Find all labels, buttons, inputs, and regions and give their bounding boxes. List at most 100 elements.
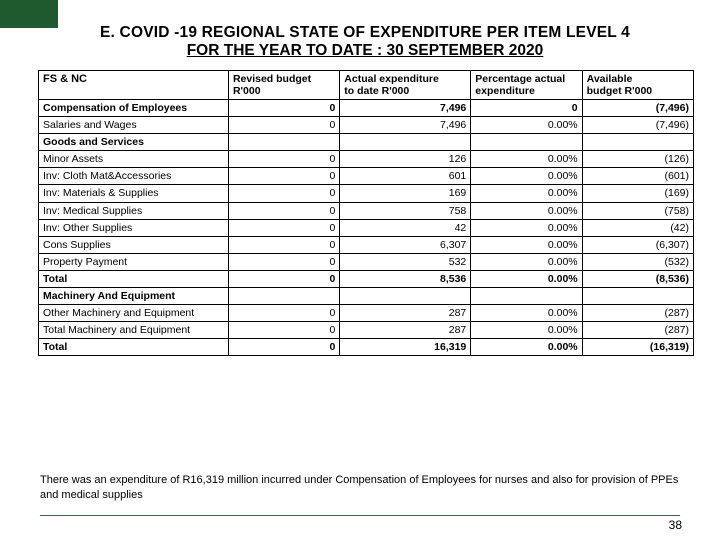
table-cell: Machinery And Equipment [39, 287, 229, 304]
table-row: Total016,3190.00%(16,319) [39, 339, 694, 356]
table-cell: (7,496) [582, 117, 693, 134]
table-body: Compensation of Employees07,4960(7,496)S… [39, 100, 694, 356]
page-number: 38 [669, 518, 682, 532]
table-cell: (758) [582, 202, 693, 219]
table-row: Property Payment05320.00%(532) [39, 253, 694, 270]
table-cell: 0 [228, 253, 339, 270]
table-cell: 0.00% [471, 339, 582, 356]
table-cell: 0.00% [471, 151, 582, 168]
table-cell [340, 134, 471, 151]
col-header-available-budget: Available budget R'000 [582, 71, 693, 100]
title-line-2: FOR THE YEAR TO DATE : 30 SEPTEMBER 2020 [30, 42, 700, 60]
table-cell: 0 [228, 339, 339, 356]
table-cell: 0 [228, 304, 339, 321]
table-cell: Minor Assets [39, 151, 229, 168]
table-cell: 169 [340, 185, 471, 202]
table-cell: 8,536 [340, 270, 471, 287]
table-cell: 0 [228, 202, 339, 219]
table-cell: (6,307) [582, 236, 693, 253]
table-row: Salaries and Wages07,4960.00%(7,496) [39, 117, 694, 134]
table-cell [471, 287, 582, 304]
table-cell: 0.00% [471, 202, 582, 219]
table-cell: (42) [582, 219, 693, 236]
table-cell: 0 [228, 270, 339, 287]
table-cell: (532) [582, 253, 693, 270]
table-cell: 0 [228, 151, 339, 168]
table-cell: 0.00% [471, 219, 582, 236]
table-cell: 758 [340, 202, 471, 219]
table-cell: 16,319 [340, 339, 471, 356]
table-cell: (16,319) [582, 339, 693, 356]
table-row: Other Machinery and Equipment02870.00%(2… [39, 304, 694, 321]
table-row: Goods and Services [39, 134, 694, 151]
table-cell: Cons Supplies [39, 236, 229, 253]
table-cell: 0 [228, 100, 339, 117]
table-row: Inv: Cloth Mat&Accessories06010.00%(601) [39, 168, 694, 185]
table-cell: 532 [340, 253, 471, 270]
table-cell: 6,307 [340, 236, 471, 253]
table-cell: 0 [471, 100, 582, 117]
title-line-1: E. COVID -19 REGIONAL STATE OF EXPENDITU… [30, 24, 700, 42]
table-cell [228, 134, 339, 151]
table-cell: 42 [340, 219, 471, 236]
table-row: Inv: Materials & Supplies01690.00%(169) [39, 185, 694, 202]
table-cell: 0 [228, 185, 339, 202]
table-row: Inv: Other Supplies0420.00%(42) [39, 219, 694, 236]
table-row: Compensation of Employees07,4960(7,496) [39, 100, 694, 117]
table-cell: 126 [340, 151, 471, 168]
table-cell: (287) [582, 304, 693, 321]
table-cell: Property Payment [39, 253, 229, 270]
table-cell: 7,496 [340, 100, 471, 117]
table-cell: 0.00% [471, 304, 582, 321]
table-cell: 287 [340, 304, 471, 321]
table-cell: 0 [228, 236, 339, 253]
table-cell: Goods and Services [39, 134, 229, 151]
table-cell: (126) [582, 151, 693, 168]
table-cell: Total [39, 339, 229, 356]
table-cell: 7,496 [340, 117, 471, 134]
table-cell: 0.00% [471, 253, 582, 270]
table-cell [471, 134, 582, 151]
col-header-region: FS & NC [39, 71, 229, 100]
table-cell: 0 [228, 219, 339, 236]
table-cell: 287 [340, 321, 471, 338]
table-row: Cons Supplies06,3070.00%(6,307) [39, 236, 694, 253]
table-cell: (601) [582, 168, 693, 185]
table-cell: 0.00% [471, 168, 582, 185]
table-row: Minor Assets01260.00%(126) [39, 151, 694, 168]
table-cell: 0 [228, 168, 339, 185]
table-cell: Inv: Materials & Supplies [39, 185, 229, 202]
table-cell: Inv: Medical Supplies [39, 202, 229, 219]
col-header-actual-expenditure: Actual expenditure to date R'000 [340, 71, 471, 100]
table-row: Total Machinery and Equipment02870.00%(2… [39, 321, 694, 338]
table-cell: (7,496) [582, 100, 693, 117]
table-cell: Compensation of Employees [39, 100, 229, 117]
table-cell: 0.00% [471, 185, 582, 202]
table-cell [582, 287, 693, 304]
expenditure-table: FS & NC Revised budget R'000 Actual expe… [38, 70, 694, 356]
table-cell: (287) [582, 321, 693, 338]
table-header-row: FS & NC Revised budget R'000 Actual expe… [39, 71, 694, 100]
footnote-text: There was an expenditure of R16,319 mill… [40, 473, 680, 502]
table-row: Machinery And Equipment [39, 287, 694, 304]
table-row: Total08,5360.00%(8,536) [39, 270, 694, 287]
table-cell: Inv: Other Supplies [39, 219, 229, 236]
table-cell [228, 287, 339, 304]
table-cell: Salaries and Wages [39, 117, 229, 134]
table-cell [582, 134, 693, 151]
expenditure-table-wrap: FS & NC Revised budget R'000 Actual expe… [38, 70, 694, 356]
page-title-block: E. COVID -19 REGIONAL STATE OF EXPENDITU… [30, 24, 700, 60]
table-row: Inv: Medical Supplies07580.00%(758) [39, 202, 694, 219]
table-cell: 0.00% [471, 270, 582, 287]
table-cell: 601 [340, 168, 471, 185]
col-header-revised-budget: Revised budget R'000 [228, 71, 339, 100]
table-cell [340, 287, 471, 304]
table-cell: (169) [582, 185, 693, 202]
table-cell: Total Machinery and Equipment [39, 321, 229, 338]
table-cell: 0 [228, 321, 339, 338]
table-cell: (8,536) [582, 270, 693, 287]
footer-divider [40, 515, 680, 516]
col-header-percentage: Percentage actual expenditure [471, 71, 582, 100]
table-cell: Other Machinery and Equipment [39, 304, 229, 321]
table-cell: Total [39, 270, 229, 287]
